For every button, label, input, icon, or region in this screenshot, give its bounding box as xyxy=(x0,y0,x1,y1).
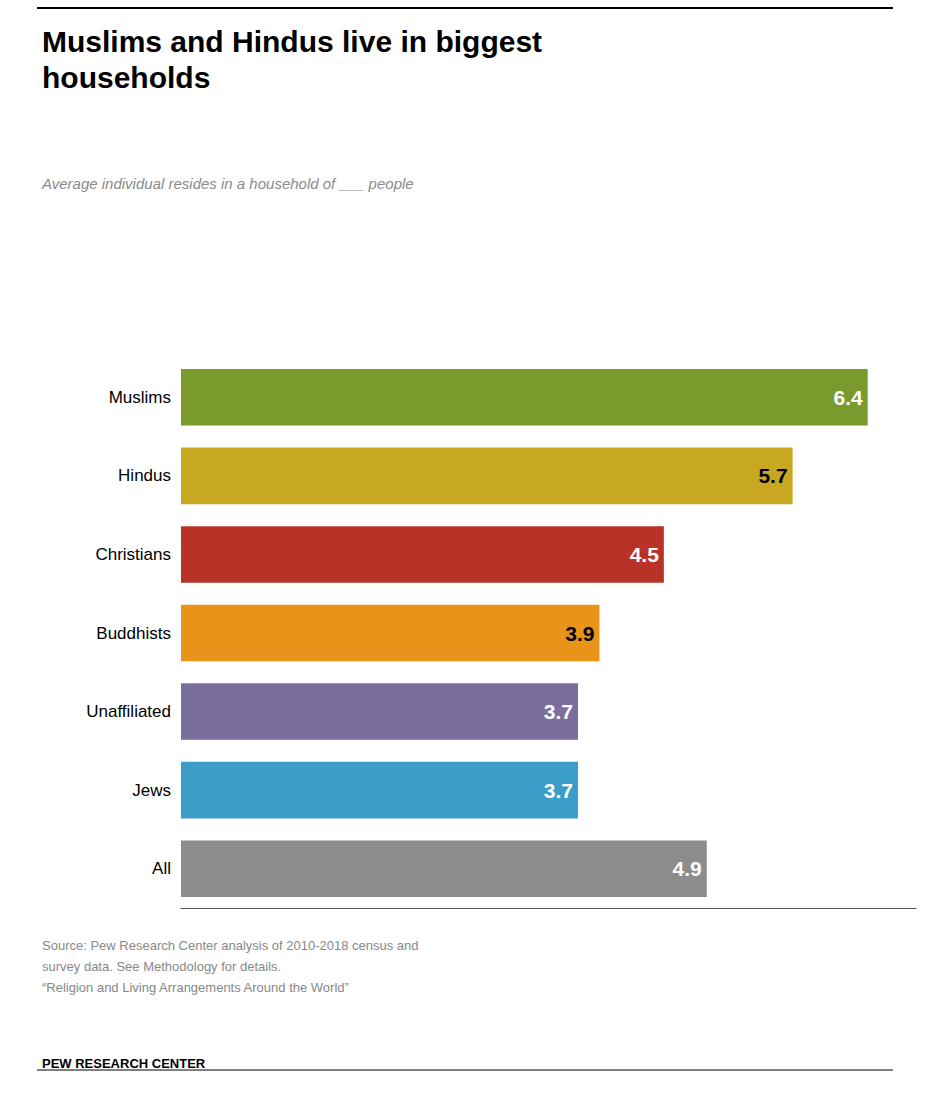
svg-text:3.7: 3.7 xyxy=(544,700,573,723)
svg-text:3.7: 3.7 xyxy=(544,779,573,802)
svg-text:PEW RESEARCH CENTER: PEW RESEARCH CENTER xyxy=(42,1056,206,1071)
svg-text:Average individual resides in: Average individual resides in a househol… xyxy=(41,175,414,192)
svg-text:4.9: 4.9 xyxy=(673,857,702,880)
svg-text:3.9: 3.9 xyxy=(565,622,594,645)
svg-text:Muslims: Muslims xyxy=(109,388,171,407)
svg-text:Jews: Jews xyxy=(132,781,171,800)
svg-text:6.4: 6.4 xyxy=(834,386,864,409)
svg-text:5.7: 5.7 xyxy=(758,464,787,487)
svg-text:Buddhists: Buddhists xyxy=(96,624,171,643)
svg-text:Christians: Christians xyxy=(95,545,171,564)
svg-text:Source: Pew Research Center an: Source: Pew Research Center analysis of … xyxy=(42,938,419,953)
svg-text:All: All xyxy=(152,859,171,878)
svg-text:Unaffiliated: Unaffiliated xyxy=(86,702,171,721)
svg-text:Muslims and Hindus live in big: Muslims and Hindus live in biggest xyxy=(42,25,542,58)
svg-text:households: households xyxy=(42,61,210,94)
svg-text:“Religion and Living Arrangeme: “Religion and Living Arrangements Around… xyxy=(42,980,349,995)
svg-text:Hindus: Hindus xyxy=(118,466,171,485)
svg-text:4.5: 4.5 xyxy=(630,543,660,566)
svg-text:survey data. See Methodology f: survey data. See Methodology for details… xyxy=(42,959,281,974)
